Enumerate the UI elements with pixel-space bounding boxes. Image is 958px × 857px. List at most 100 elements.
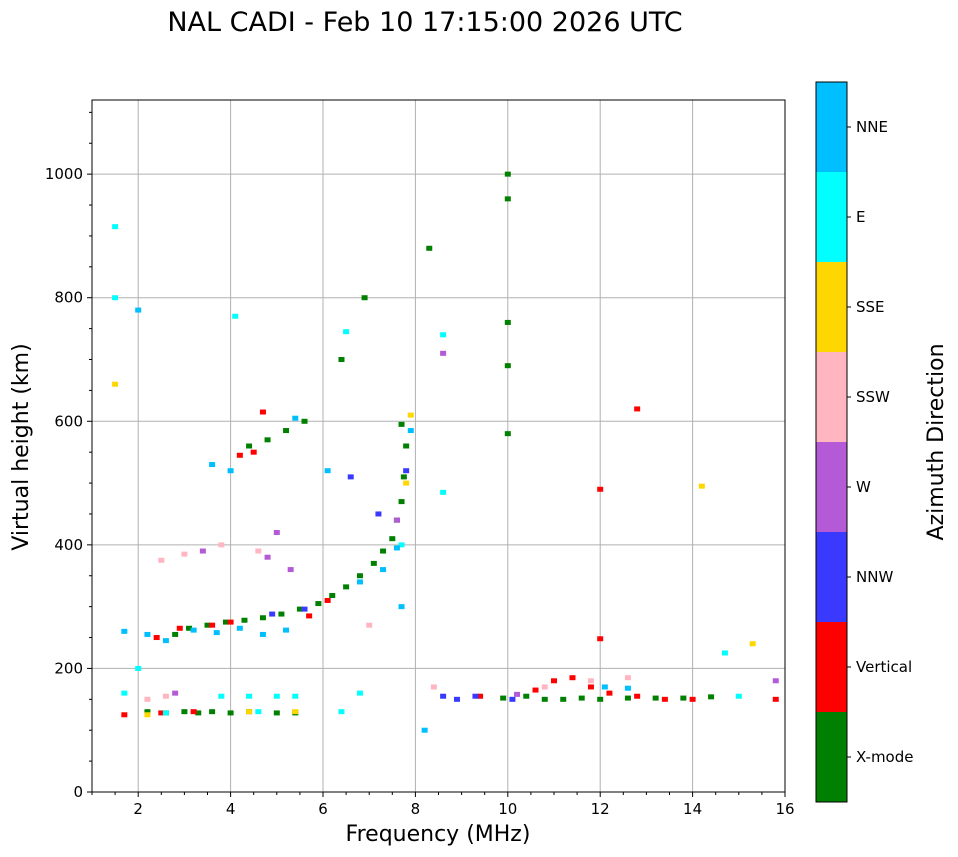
data-point-vertical xyxy=(227,619,234,625)
data-point-nne xyxy=(292,415,299,421)
colorbar-label: Azimuth Direction xyxy=(924,343,949,540)
y-axis-label: Virtual height (km) xyxy=(9,343,34,550)
data-point-ssw xyxy=(158,557,165,563)
data-point-x-mode xyxy=(523,693,530,699)
data-point-nne xyxy=(190,627,197,633)
data-point-vertical xyxy=(153,635,160,641)
colorbar-tick-label: Vertical xyxy=(856,658,912,676)
colorbar-segment xyxy=(816,532,847,622)
data-point-nne xyxy=(356,579,363,585)
data-point-e xyxy=(232,313,239,319)
y-tick-label: 800 xyxy=(54,289,83,307)
data-point-nnw xyxy=(301,606,308,612)
data-point-ssw xyxy=(181,551,188,557)
y-axis-ticks: 0 200 400 600 800 1000 xyxy=(45,111,92,801)
data-point-sse xyxy=(112,381,119,387)
data-point-x-mode xyxy=(338,357,345,362)
data-point-nne xyxy=(407,428,414,434)
data-point-e xyxy=(338,709,345,715)
colorbar-tick-label: X-mode xyxy=(856,748,913,766)
data-point-vertical xyxy=(634,693,641,699)
data-point-x-mode xyxy=(541,696,548,702)
data-point-e xyxy=(255,709,262,715)
data-point-x-mode xyxy=(204,622,211,628)
data-point-sse xyxy=(246,709,253,715)
data-point-x-mode xyxy=(398,421,405,427)
data-point-vertical xyxy=(158,710,165,716)
data-point-e xyxy=(135,665,142,671)
data-point-vertical xyxy=(606,690,613,696)
x-tick-label: 4 xyxy=(226,800,236,818)
data-point-x-mode xyxy=(560,696,567,702)
colorbar-segment xyxy=(816,712,847,802)
data-points xyxy=(112,171,779,733)
data-point-x-mode xyxy=(259,615,266,621)
data-point-ssw xyxy=(162,693,169,699)
data-point-nne xyxy=(227,468,234,474)
data-point-vertical xyxy=(209,622,216,628)
chart-title: NAL CADI - Feb 10 17:15:00 2026 UTC xyxy=(167,7,682,38)
data-point-x-mode xyxy=(144,709,151,715)
data-point-x-mode xyxy=(278,611,285,617)
data-point-x-mode xyxy=(181,709,188,715)
data-point-x-mode xyxy=(426,245,433,251)
data-point-x-mode xyxy=(227,710,234,716)
data-point-vertical xyxy=(569,675,576,681)
data-point-sse xyxy=(407,412,414,418)
data-point-sse xyxy=(403,480,410,486)
x-tick-label: 6 xyxy=(318,800,328,818)
data-point-e xyxy=(721,650,728,656)
data-point-e xyxy=(162,710,169,716)
y-tick-label: 200 xyxy=(54,659,83,677)
data-point-vertical xyxy=(551,678,557,684)
data-point-nne xyxy=(162,638,169,644)
data-point-x-mode xyxy=(356,573,363,579)
data-point-nne xyxy=(259,631,266,637)
data-point-nne xyxy=(421,727,428,733)
data-point-nne xyxy=(144,631,151,637)
colorbar-frame xyxy=(815,81,848,803)
colorbar-segment xyxy=(816,262,847,352)
data-point-x-mode xyxy=(400,474,407,480)
x-axis-ticks: 2 4 6 8 10 12 14 16 xyxy=(91,792,795,818)
y-tick-label: 0 xyxy=(73,783,83,801)
data-point-e xyxy=(292,693,299,699)
x-tick-label: 12 xyxy=(591,800,610,818)
colorbar-tick-label: SSE xyxy=(856,298,885,316)
colorbar-segment xyxy=(816,352,847,442)
data-point-nnw xyxy=(453,696,460,702)
colorbar-tick-label: W xyxy=(856,478,871,496)
data-point-x-mode xyxy=(186,625,193,631)
data-point-x-mode xyxy=(246,443,253,449)
colorbar-segment xyxy=(816,442,847,532)
y-tick-label: 1000 xyxy=(45,165,83,183)
data-point-nne xyxy=(393,545,400,551)
data-point-x-mode xyxy=(343,584,350,590)
colorbar-tick-label: NNW xyxy=(856,568,893,586)
data-point-nnw xyxy=(472,693,479,699)
grid-lines xyxy=(92,100,786,793)
colorbar: X-mode Vertical NNW W SSW SSE E NNE xyxy=(815,81,913,803)
data-point-ssw xyxy=(624,675,631,681)
colorbar-segment xyxy=(816,82,847,172)
data-point-e xyxy=(121,690,128,696)
colorbar-segment xyxy=(816,622,847,712)
data-point-ssw xyxy=(366,622,373,628)
data-point-e xyxy=(246,693,253,699)
data-point-x-mode xyxy=(504,196,511,202)
data-point-x-mode xyxy=(264,437,271,443)
data-point-x-mode xyxy=(283,428,290,434)
data-point-e xyxy=(343,329,350,335)
data-point-nne xyxy=(283,627,290,633)
data-point-ssw xyxy=(587,678,594,684)
data-point-sse xyxy=(698,483,705,489)
data-point-ssw xyxy=(541,684,548,690)
x-tick-label: 8 xyxy=(411,800,421,818)
data-point-w xyxy=(172,690,179,696)
data-point-nnw xyxy=(403,468,410,474)
data-point-x-mode xyxy=(296,606,303,612)
data-point-vertical xyxy=(190,709,197,715)
data-point-vertical xyxy=(259,409,266,415)
data-point-e xyxy=(112,224,119,230)
data-point-sse xyxy=(292,709,299,715)
